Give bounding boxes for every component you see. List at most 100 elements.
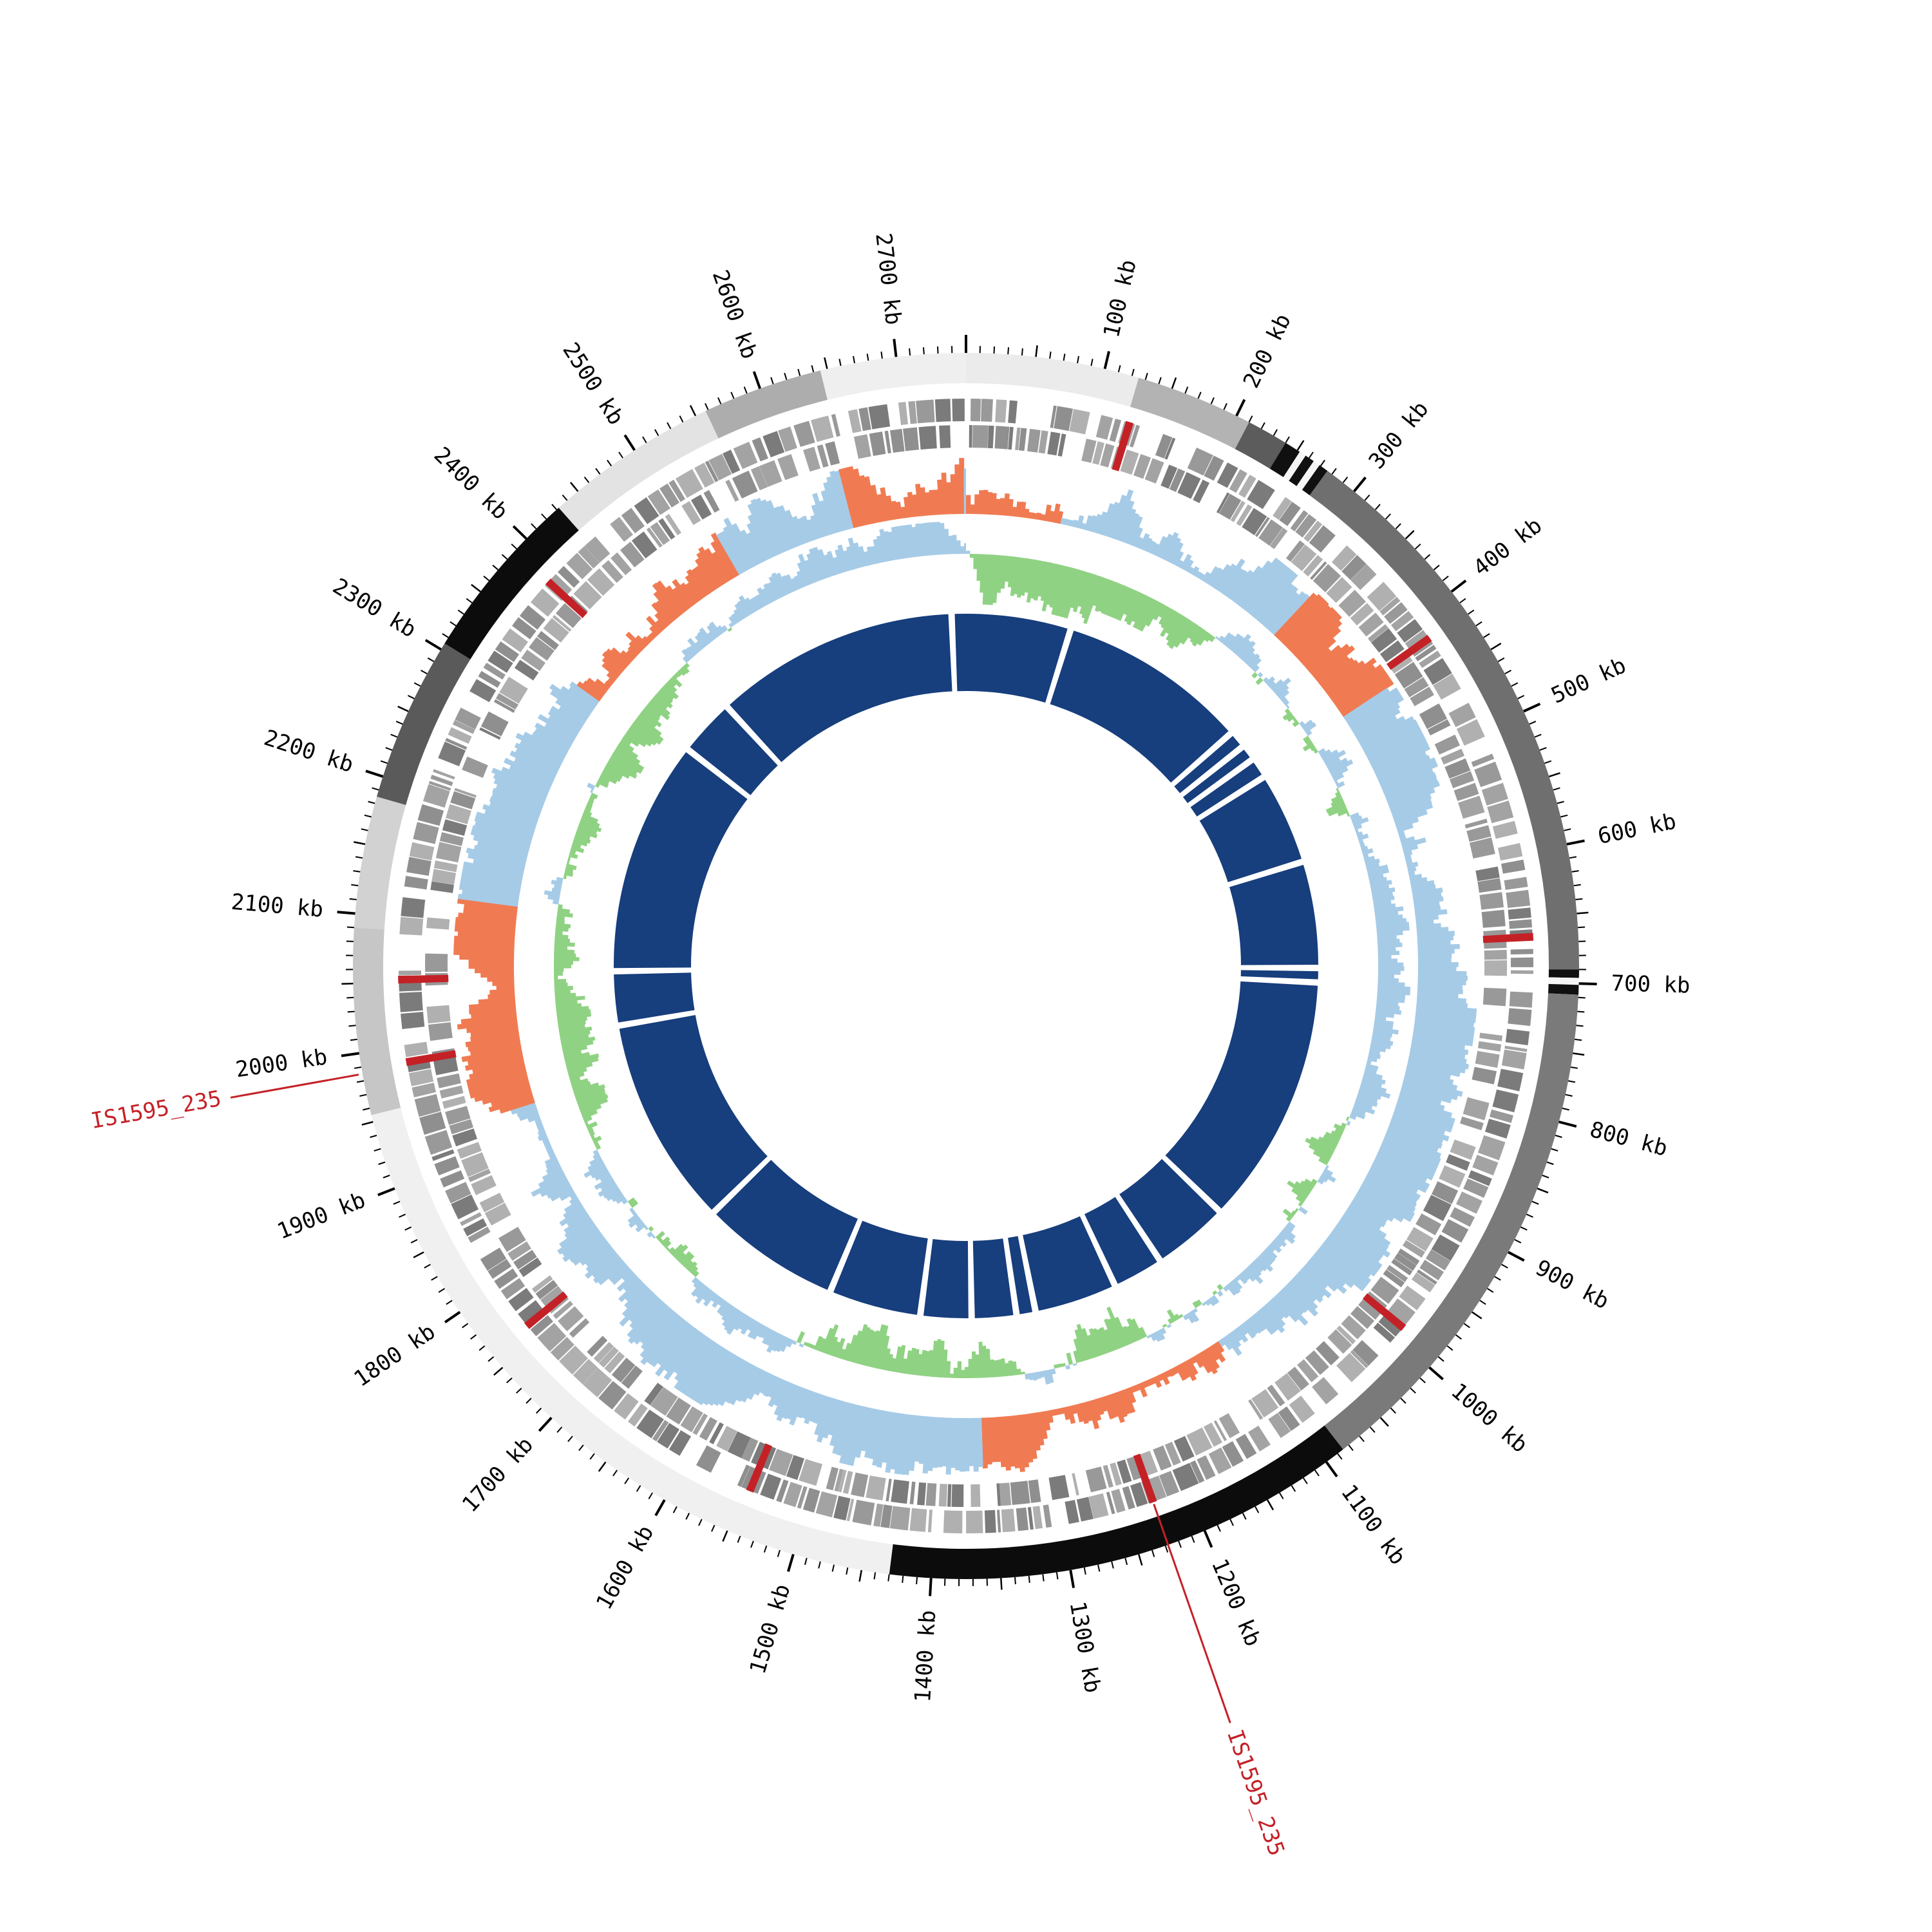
- gc-skew-bin: [475, 811, 535, 835]
- gc-skew-bin: [1307, 1258, 1347, 1294]
- gc-skew-bin: [998, 1416, 1007, 1468]
- gc-skew-bin: [491, 1090, 533, 1107]
- tick-mark: [355, 856, 363, 859]
- gc-content-bin: [1282, 711, 1293, 721]
- gc-skew-bin: [1137, 1382, 1148, 1397]
- gc-skew-bin: [686, 569, 708, 598]
- gc-skew-bin: [716, 533, 743, 575]
- gc-skew-bin: [463, 861, 524, 878]
- tick-mark: [1573, 1052, 1585, 1056]
- gc-skew-bin: [855, 1406, 871, 1458]
- gc-content-bin: [724, 1309, 741, 1332]
- gc-skew-bin: [1340, 1216, 1389, 1251]
- gc-content-bin: [678, 668, 687, 676]
- gene-block: [889, 1506, 911, 1531]
- gc-content-bin: [579, 820, 602, 833]
- gc-skew-bin: [1232, 565, 1263, 604]
- tick-mark: [1504, 670, 1511, 674]
- gene-block: [969, 425, 972, 448]
- gc-content-bin: [943, 529, 950, 554]
- gc-skew-bin: [531, 1175, 567, 1197]
- gc-content-bin: [891, 526, 901, 560]
- gc-skew-bin: [804, 1392, 819, 1425]
- gene-block: [1316, 1341, 1340, 1366]
- gc-skew-bin: [646, 616, 663, 634]
- gc-content-bin: [1145, 601, 1162, 627]
- gc-content-bin: [562, 1045, 588, 1055]
- gene-block: [425, 953, 448, 972]
- tick-mark: [1255, 1506, 1260, 1513]
- gc-content-bin: [806, 553, 821, 582]
- gene-block: [573, 581, 602, 610]
- gc-skew-bin: [1106, 1394, 1119, 1418]
- gene-block: [512, 617, 536, 639]
- gc-skew-bin: [1406, 1061, 1461, 1077]
- gene-block: [1450, 1207, 1475, 1227]
- tick-mark: [804, 1558, 808, 1566]
- gc-skew-bin: [460, 875, 522, 891]
- gene-block: [659, 483, 679, 508]
- gc-skew-bin: [535, 723, 573, 747]
- gc-skew-bin: [1211, 1343, 1226, 1363]
- gc-content-bin: [1354, 823, 1363, 830]
- gc-content-bin: [1325, 757, 1341, 768]
- gc-skew-bin: [807, 518, 819, 540]
- gene-block: [1155, 433, 1173, 459]
- gene-block: [1336, 1352, 1366, 1383]
- gc-content-bin: [607, 759, 638, 779]
- gc-skew-bin: [1055, 1408, 1061, 1416]
- gc-skew-bin: [1323, 1239, 1372, 1278]
- gc-content-bin: [1114, 1316, 1130, 1346]
- gc-skew-bin: [1385, 1132, 1442, 1159]
- gene-block: [462, 756, 488, 778]
- gene-block: [898, 402, 908, 425]
- gene-block: [1383, 1269, 1405, 1287]
- gene-block: [1268, 1412, 1291, 1438]
- gc-skew-bin: [454, 926, 516, 936]
- gene-block: [1172, 1463, 1199, 1492]
- gc-skew-bin: [1414, 1020, 1475, 1033]
- gc-skew-bin: [1153, 1376, 1162, 1388]
- gc-skew-bin: [640, 1309, 676, 1350]
- gc-skew-bin: [876, 1411, 891, 1468]
- tick-mark: [737, 1535, 741, 1543]
- tick-mark: [672, 1506, 677, 1513]
- gc-content-bin: [565, 864, 577, 871]
- tick-mark: [413, 1251, 424, 1258]
- gc-skew-bin: [550, 1186, 573, 1202]
- tick-mark: [368, 800, 375, 804]
- gc-content-bin: [556, 919, 565, 924]
- gc-skew-bin: [801, 515, 815, 542]
- gc-content-bin: [1126, 1318, 1141, 1341]
- gc-content-bin: [556, 1003, 582, 1010]
- gene-block: [1427, 719, 1451, 735]
- gc-content-bin: [584, 1121, 589, 1126]
- gene-block: [1295, 514, 1317, 538]
- gene-block: [1312, 1377, 1339, 1405]
- gene-block: [1441, 1218, 1469, 1243]
- gc-content-bin: [1352, 1106, 1367, 1115]
- gc-content-bin: [752, 596, 763, 610]
- gc-content-bin: [1123, 589, 1139, 616]
- gc-skew-bin: [1162, 532, 1179, 561]
- gc-skew-bin: [710, 540, 736, 580]
- gc-skew-bin: [649, 631, 657, 639]
- tick-mark: [363, 1107, 370, 1111]
- gc-skew-bin: [1380, 761, 1439, 790]
- tick-mark: [1229, 1519, 1234, 1526]
- gc-skew-bin: [1269, 1298, 1290, 1319]
- gene-block: [431, 1149, 455, 1161]
- gc-skew-bin: [1168, 1368, 1175, 1377]
- is-element-mark: [1482, 933, 1534, 943]
- tick-mark: [722, 1530, 728, 1542]
- gc-skew-bin: [1414, 1024, 1475, 1037]
- gc-skew-bin: [747, 1369, 766, 1400]
- gene-block: [716, 1426, 737, 1452]
- gc-skew-bin: [773, 1379, 788, 1406]
- tick-mark: [1446, 1345, 1454, 1351]
- gc-skew-bin: [468, 1038, 521, 1052]
- gc-content-bin: [1205, 1299, 1211, 1306]
- gc-skew-bin: [1221, 1336, 1233, 1350]
- gc-skew-bin: [1115, 500, 1135, 542]
- gc-content-bin: [683, 663, 690, 669]
